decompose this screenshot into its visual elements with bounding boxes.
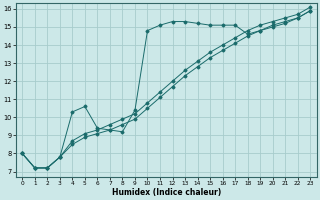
X-axis label: Humidex (Indice chaleur): Humidex (Indice chaleur) <box>112 188 221 197</box>
